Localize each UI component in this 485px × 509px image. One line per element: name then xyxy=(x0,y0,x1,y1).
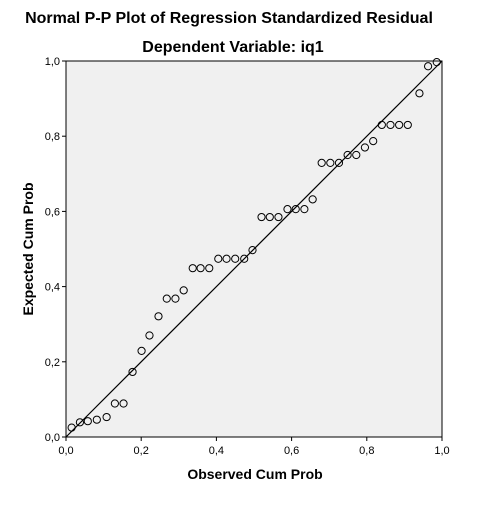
data-point xyxy=(145,331,154,340)
data-point xyxy=(67,423,76,432)
data-point xyxy=(102,412,111,422)
data-point xyxy=(423,62,433,71)
data-point xyxy=(75,418,85,427)
data-point xyxy=(188,264,197,273)
chart-subtitle: Dependent Variable: iq1 xyxy=(142,39,323,56)
y-tick-label: 0,4 xyxy=(45,282,60,294)
x-tick-label: 0,8 xyxy=(359,445,374,457)
x-axis-label: Observed Cum Prob xyxy=(187,466,322,482)
data-point xyxy=(137,346,146,355)
data-point xyxy=(196,264,205,273)
data-point xyxy=(369,136,378,146)
data-point xyxy=(257,212,266,222)
y-tick-label: 0,0 xyxy=(45,432,60,444)
data-point xyxy=(265,212,274,222)
data-point xyxy=(92,415,101,424)
x-tick-label: 0,6 xyxy=(284,445,299,457)
data-point xyxy=(274,212,283,222)
y-tick-label: 0,6 xyxy=(45,206,60,218)
data-point xyxy=(291,205,300,214)
data-point xyxy=(343,150,352,160)
data-point xyxy=(214,254,223,263)
data-point xyxy=(283,205,292,214)
data-point xyxy=(432,58,441,67)
data-point xyxy=(395,120,404,130)
chart-title: Normal P-P Plot of Regression Standardiz… xyxy=(25,10,433,27)
data-point xyxy=(162,294,171,303)
x-tick-label: 0,4 xyxy=(209,445,224,457)
data-point xyxy=(308,195,317,204)
data-point xyxy=(179,286,188,295)
reference-line xyxy=(65,60,443,438)
data-point xyxy=(326,158,335,167)
data-point xyxy=(352,150,361,160)
y-axis-label: Expected Cum Prob xyxy=(20,182,36,315)
data-point xyxy=(386,120,395,130)
data-point xyxy=(110,399,119,408)
data-point xyxy=(360,143,370,152)
data-point xyxy=(334,158,344,167)
data-point xyxy=(300,205,309,214)
x-tick-label: 0,2 xyxy=(134,445,149,457)
data-point xyxy=(128,367,137,377)
y-tick-label: 1,0 xyxy=(45,56,60,68)
y-tick-label: 0,2 xyxy=(45,357,60,369)
data-point xyxy=(317,158,326,167)
x-tick-label: 1,0 xyxy=(434,445,449,457)
data-point xyxy=(415,89,424,98)
data-point xyxy=(222,254,231,263)
data-point xyxy=(205,264,214,273)
data-point xyxy=(403,120,412,130)
data-point xyxy=(119,399,128,408)
y-tick-label: 0,8 xyxy=(45,131,60,143)
data-point xyxy=(248,246,257,255)
data-point xyxy=(240,254,249,263)
x-tick-label: 0,0 xyxy=(58,445,73,457)
data-point xyxy=(377,120,386,130)
data-point xyxy=(171,294,180,303)
data-point xyxy=(231,254,240,263)
data-point xyxy=(83,417,92,426)
data-point xyxy=(154,312,163,321)
